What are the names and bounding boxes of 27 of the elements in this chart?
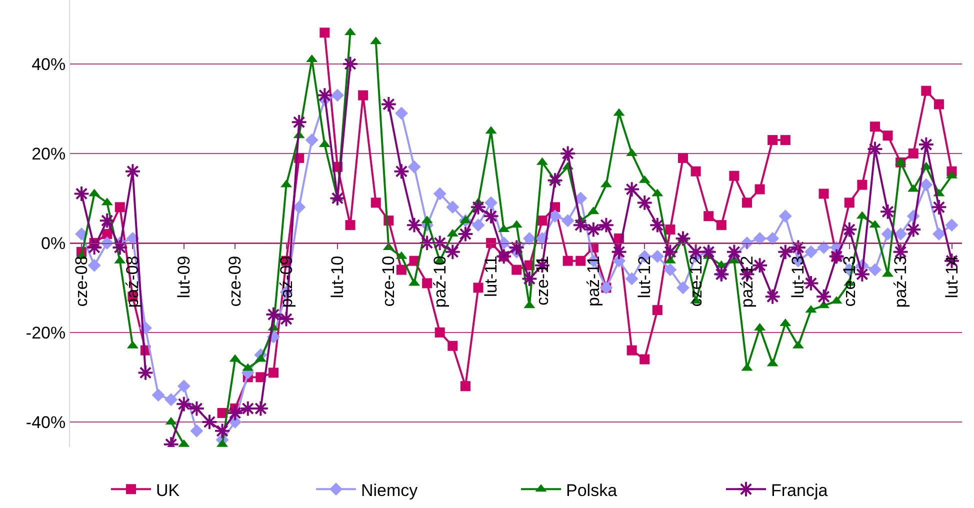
x-tick-label: paź-13 [891, 256, 910, 308]
y-tick-label: 0% [41, 234, 66, 253]
legend-label: Polska [566, 480, 618, 500]
legend-label: Niemcy [361, 480, 418, 500]
x-tick-label: cze-09 [226, 256, 245, 307]
x-tick-label: lut-13 [788, 256, 808, 298]
y-tick-label: -20% [26, 323, 66, 342]
x-tick-label: lut-10 [328, 256, 347, 298]
x-tick-label: lut-12 [635, 256, 654, 298]
x-tick-label: lut-11 [482, 256, 501, 298]
x-tick-label: cze-12 [686, 256, 706, 307]
y-tick-label: 20% [32, 144, 66, 164]
x-tick-label: paź-10 [430, 256, 450, 308]
x-tick-label: paź-11 [584, 256, 603, 306]
x-tick-label: paź-09 [276, 256, 296, 308]
x-tick-label: paź-08 [123, 256, 142, 308]
legend-label: Francja [771, 480, 828, 500]
legend-label: UK [156, 480, 180, 500]
x-tick-label: cze-11 [532, 256, 552, 306]
x-tick-label: lut-09 [174, 256, 194, 298]
x-tick-label: lut-14 [942, 256, 962, 298]
x-tick-label: cze-13 [840, 256, 859, 307]
x-tick-label: cze-10 [379, 256, 398, 307]
x-tick-label: cze-08 [72, 256, 92, 307]
y-tick-label: -40% [26, 412, 66, 432]
y-tick-label: 40% [32, 54, 66, 74]
x-tick-label: paź-12 [738, 256, 757, 308]
